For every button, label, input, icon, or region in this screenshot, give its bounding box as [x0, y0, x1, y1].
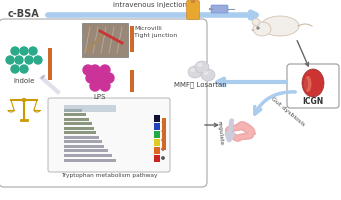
Text: Tryptophan metabolism pathway: Tryptophan metabolism pathway: [61, 173, 157, 178]
Circle shape: [23, 98, 26, 102]
Circle shape: [90, 81, 100, 91]
Bar: [64, 131, 96, 134]
Bar: [154, 139, 160, 146]
Bar: [154, 131, 160, 138]
Bar: [48, 48, 51, 80]
Circle shape: [6, 56, 14, 64]
Circle shape: [29, 47, 37, 55]
Circle shape: [11, 47, 19, 55]
Circle shape: [83, 65, 93, 75]
Circle shape: [25, 56, 33, 64]
Ellipse shape: [201, 69, 215, 81]
Ellipse shape: [252, 19, 260, 25]
Ellipse shape: [253, 22, 271, 36]
Text: ICGN: ICGN: [302, 98, 324, 106]
Text: Gut dysbiosis: Gut dysbiosis: [270, 97, 306, 127]
Circle shape: [15, 56, 23, 64]
Bar: [64, 154, 112, 157]
Ellipse shape: [197, 63, 203, 67]
Text: Indole: Indole: [13, 78, 35, 84]
Circle shape: [162, 139, 164, 141]
Circle shape: [95, 73, 105, 83]
Circle shape: [162, 121, 164, 123]
Bar: [64, 149, 108, 152]
Ellipse shape: [195, 61, 209, 73]
Bar: [191, 0, 195, 3]
FancyBboxPatch shape: [211, 5, 228, 13]
Circle shape: [104, 73, 114, 83]
Circle shape: [100, 81, 110, 91]
Ellipse shape: [261, 16, 299, 36]
Circle shape: [162, 157, 164, 159]
Bar: [64, 122, 92, 125]
Bar: [64, 136, 99, 139]
Circle shape: [162, 130, 164, 132]
Bar: [154, 123, 160, 130]
FancyBboxPatch shape: [0, 19, 207, 187]
FancyBboxPatch shape: [287, 64, 339, 108]
Circle shape: [257, 27, 259, 29]
FancyBboxPatch shape: [48, 98, 170, 172]
Circle shape: [34, 56, 42, 64]
Bar: [162, 118, 165, 150]
Text: LPS: LPS: [94, 94, 106, 100]
Ellipse shape: [304, 78, 308, 90]
Ellipse shape: [302, 69, 324, 97]
Bar: [64, 145, 104, 148]
Circle shape: [86, 73, 96, 83]
Bar: [64, 105, 116, 112]
Text: c-BSA: c-BSA: [8, 9, 40, 19]
Bar: [64, 113, 86, 116]
FancyBboxPatch shape: [187, 0, 199, 20]
Bar: [130, 26, 133, 52]
Circle shape: [100, 65, 110, 75]
Bar: [154, 147, 160, 154]
Ellipse shape: [188, 66, 202, 78]
Bar: [130, 70, 133, 92]
Circle shape: [20, 65, 28, 73]
Ellipse shape: [191, 68, 195, 72]
Circle shape: [11, 65, 19, 73]
Bar: [64, 158, 116, 162]
Text: Microvilli
Tight junction: Microvilli Tight junction: [134, 26, 177, 38]
Circle shape: [20, 47, 28, 55]
Circle shape: [162, 148, 164, 150]
Ellipse shape: [204, 71, 208, 75]
Bar: [64, 140, 102, 143]
Text: regulate: regulate: [217, 120, 224, 146]
Ellipse shape: [305, 76, 311, 92]
Bar: [64, 108, 82, 112]
Bar: [154, 115, 160, 122]
Circle shape: [90, 65, 100, 75]
Text: MMF， Losartan: MMF， Losartan: [174, 82, 226, 88]
Bar: [64, 118, 89, 121]
Bar: [64, 127, 94, 130]
Text: intravenous injection: intravenous injection: [113, 2, 187, 8]
Ellipse shape: [252, 29, 254, 31]
Bar: [154, 155, 160, 162]
Bar: [82, 23, 128, 57]
